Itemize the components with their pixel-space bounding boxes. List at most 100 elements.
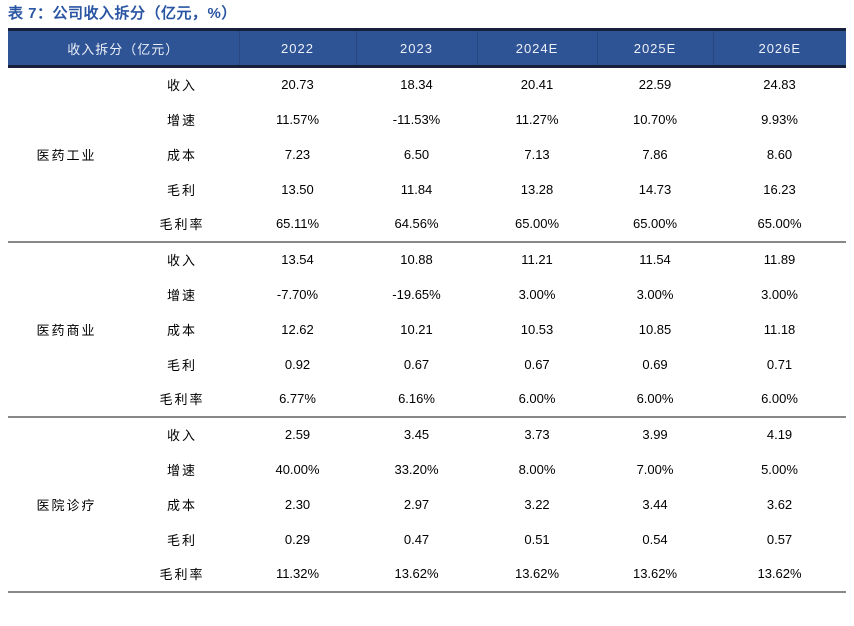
value-cell: 11.89 [713,240,847,277]
value-cell: 5.00% [713,451,847,487]
value-cell: 13.62% [597,556,714,592]
metric-cell: 收入 [125,66,240,102]
table-row: 医药商业 收入 13.54 10.88 11.21 11.54 11.89 [8,240,847,417]
value-cell: 13.62% [713,556,847,592]
value-cell: 11.21 [477,240,598,277]
value-cell: 3.45 [356,415,478,452]
metric-cell: 毛利率 [125,556,240,592]
value-cell: 6.77% [239,381,357,417]
table-title: 表 7：公司收入拆分（亿元，%） [8,5,237,22]
table-row: 增速 11.57% -11.53% 11.27% 10.70% 9.93% [8,101,847,137]
value-cell: 0.92 [239,346,357,382]
metric-cell: 收入 [125,415,240,452]
metric-cell: 增速 [125,276,240,312]
value-cell: 3.99 [597,415,714,452]
table-row: 增速 40.00% 33.20% 8.00% 7.00% 5.00% [8,451,847,487]
table-row: 毛利 0.92 0.67 0.67 0.69 0.71 [8,346,847,382]
value-cell: 40.00% [239,451,357,487]
table-row: 成本 7.23 6.50 7.13 7.86 8.60 [8,136,847,172]
table-header: 收入拆分（亿元） 2022 2023 2024E 2025E 2026E [8,29,847,68]
header-cell-2023: 2023 [355,29,478,68]
metric-cell: 成本 [125,486,240,522]
value-cell: 3.73 [477,415,598,452]
value-cell: 6.00% [477,381,598,417]
metric-cell: 成本 [125,136,240,172]
value-cell: 10.21 [356,311,478,347]
metric-cell: 毛利率 [125,381,240,417]
header-cell-2024e: 2024E [476,29,598,68]
value-cell: -7.70% [239,276,357,312]
table-row: 成本 12.62 10.21 10.53 10.85 11.18 [8,311,847,347]
table-body: 医药工业 收入 20.73 18.34 20.41 22.59 24.83 增速 11.57% -… [8,66,847,592]
value-cell: 16.23 [713,171,847,207]
value-cell: 14.73 [597,171,714,207]
value-cell: 20.73 [239,66,357,102]
value-cell: 7.00% [597,451,714,487]
value-cell: 7.13 [477,136,598,172]
value-cell: 65.00% [713,206,847,242]
value-cell: 11.27% [477,101,598,137]
value-cell: 7.23 [239,136,357,172]
value-cell: 11.84 [356,171,478,207]
value-cell: 2.30 [239,486,357,522]
value-cell: -11.53% [356,101,478,137]
value-cell: 33.20% [356,451,478,487]
category-cell: 医院诊疗 [8,415,125,592]
value-cell: 2.97 [356,486,478,522]
value-cell: 10.70% [597,101,714,137]
header-cell-2026e: 2026E [712,29,847,68]
value-cell: 11.54 [597,240,714,277]
value-cell: 13.50 [239,171,357,207]
value-cell: 6.16% [356,381,478,417]
category-cell: 医药工业 [8,66,125,242]
value-cell: 20.41 [477,66,598,102]
table-row: 毛利率 6.77% 6.16% 6.00% 6.00% 6.00% [8,381,847,417]
header-cell-label: 收入拆分（亿元） [8,29,240,68]
value-cell: 0.67 [477,346,598,382]
value-cell: 13.54 [239,240,357,277]
metric-cell: 成本 [125,311,240,347]
value-cell: 7.86 [597,136,714,172]
value-cell: 10.88 [356,240,478,277]
table-row: 毛利率 65.11% 64.56% 65.00% 65.00% 65.00% [8,206,847,242]
table-row: 成本 2.30 2.97 3.22 3.44 3.62 [8,486,847,522]
table-row: 医院诊疗 收入 2.59 3.45 3.73 3.99 4.19 [8,415,847,592]
value-cell: 0.71 [713,346,847,382]
value-cell: 0.69 [597,346,714,382]
value-cell: 65.00% [477,206,598,242]
value-cell: 2.59 [239,415,357,452]
metric-cell: 毛利 [125,521,240,557]
value-cell: 0.47 [356,521,478,557]
metric-cell: 毛利 [125,346,240,382]
metric-cell: 毛利率 [125,206,240,242]
value-cell: 22.59 [597,66,714,102]
value-cell: 0.57 [713,521,847,557]
value-cell: 3.44 [597,486,714,522]
header-cell-2022: 2022 [238,29,357,68]
category-cell: 医药商业 [8,240,125,417]
value-cell: 6.50 [356,136,478,172]
value-cell: 24.83 [713,66,847,102]
value-cell: 11.32% [239,556,357,592]
header-row: 收入拆分（亿元） 2022 2023 2024E 2025E 2026E [8,29,847,68]
value-cell: 18.34 [356,66,478,102]
value-cell: 6.00% [597,381,714,417]
value-cell: 3.00% [597,276,714,312]
value-cell: 12.62 [239,311,357,347]
value-cell: 3.62 [713,486,847,522]
value-cell: 11.18 [713,311,847,347]
metric-cell: 增速 [125,451,240,487]
value-cell: 9.93% [713,101,847,137]
value-cell: 6.00% [713,381,847,417]
value-cell: 4.19 [713,415,847,452]
table-row: 医药工业 收入 20.73 18.34 20.41 22.59 24.83 [8,66,847,242]
value-cell: 13.62% [356,556,478,592]
value-cell: 10.53 [477,311,598,347]
value-cell: 0.54 [597,521,714,557]
metric-cell: 增速 [125,101,240,137]
value-cell: 13.28 [477,171,598,207]
value-cell: 3.00% [477,276,598,312]
value-cell: 0.29 [239,521,357,557]
metric-cell: 收入 [125,240,240,277]
value-cell: 13.62% [477,556,598,592]
